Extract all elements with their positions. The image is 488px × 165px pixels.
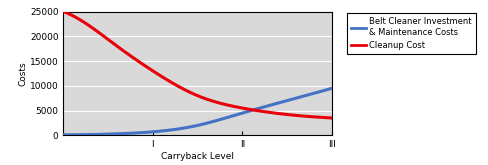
X-axis label: Carryback Level: Carryback Level — [161, 152, 234, 161]
Y-axis label: Costs: Costs — [18, 61, 27, 86]
Legend: Belt Cleaner Investment
& Maintenance Costs, Cleanup Cost: Belt Cleaner Investment & Maintenance Co… — [347, 13, 476, 54]
